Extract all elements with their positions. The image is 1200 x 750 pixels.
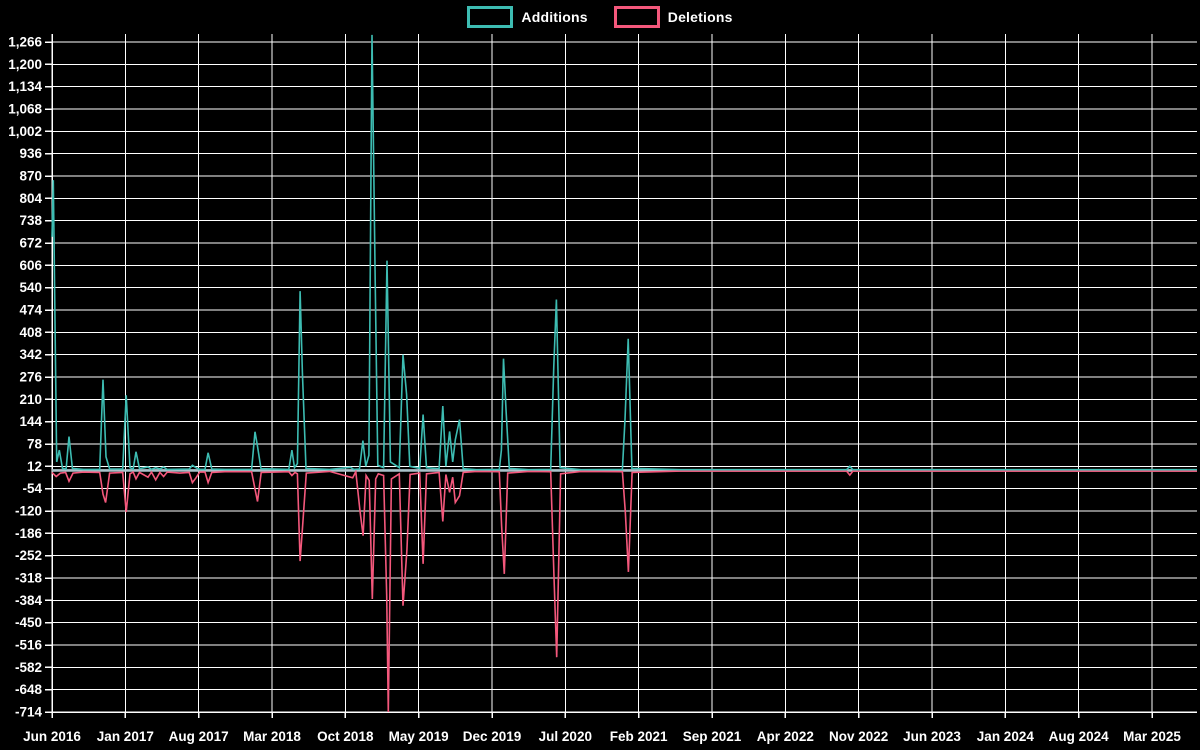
- y-tick-label: 12: [27, 459, 42, 474]
- y-tick-label: -120: [15, 504, 42, 519]
- additions-swatch-icon: [467, 6, 514, 28]
- x-tick-label: Sep 2021: [683, 729, 742, 744]
- x-tick-label: Mar 2018: [243, 729, 301, 744]
- x-tick-label: May 2019: [389, 729, 449, 744]
- y-tick-label: -582: [15, 660, 42, 675]
- legend-label-deletions: Deletions: [667, 9, 733, 25]
- y-tick-label: 540: [19, 280, 42, 295]
- y-tick-label: 474: [19, 303, 42, 318]
- legend-label-additions: Additions: [521, 9, 588, 25]
- deletions-line[interactable]: [51, 468, 1197, 713]
- x-tick-label: Jan 2024: [977, 729, 1035, 744]
- y-tick-label: -648: [15, 682, 43, 697]
- additions-line[interactable]: [51, 34, 1197, 471]
- y-tick-label: -516: [15, 638, 43, 653]
- y-tick-label: 1,134: [8, 79, 42, 94]
- y-tick-label: -54: [22, 481, 42, 496]
- y-tick-label: 1,266: [8, 35, 42, 50]
- y-tick-label: -714: [15, 705, 43, 720]
- x-tick-label: Jun 2016: [23, 729, 81, 744]
- x-tick-label: Apr 2022: [757, 729, 814, 744]
- y-tick-label: -450: [15, 615, 42, 630]
- legend: Additions Deletions: [0, 6, 1200, 28]
- y-tick-label: 672: [19, 236, 42, 251]
- y-tick-label: 1,068: [8, 102, 42, 117]
- deletions-swatch-icon: [613, 6, 660, 28]
- x-tick-label: Jan 2017: [97, 729, 154, 744]
- y-tick-label: 144: [19, 414, 42, 429]
- y-tick-label: 936: [19, 146, 42, 161]
- legend-item-additions[interactable]: Additions: [467, 6, 588, 28]
- x-tick-label: Aug 2024: [1049, 729, 1110, 744]
- y-tick-label: 78: [27, 437, 43, 452]
- x-tick-label: Jul 2020: [539, 729, 592, 744]
- y-tick-label: -318: [15, 571, 43, 586]
- y-tick-label: 606: [19, 258, 42, 273]
- y-tick-label: 408: [19, 325, 42, 340]
- x-tick-label: Dec 2019: [463, 729, 522, 744]
- x-tick-label: Aug 2017: [169, 729, 229, 744]
- y-tick-label: -384: [15, 593, 43, 608]
- y-tick-label: 276: [19, 370, 42, 385]
- y-tick-label: 1,002: [8, 124, 42, 139]
- y-tick-label: 1,200: [8, 57, 42, 72]
- y-tick-label: 738: [19, 213, 42, 228]
- y-tick-label: 804: [19, 191, 42, 206]
- legend-item-deletions[interactable]: Deletions: [613, 6, 733, 28]
- y-tick-label: -252: [15, 548, 42, 563]
- x-tick-label: Oct 2018: [317, 729, 374, 744]
- x-tick-label: Feb 2021: [610, 729, 668, 744]
- y-tick-label: 342: [19, 347, 42, 362]
- x-tick-label: Nov 2022: [829, 729, 888, 744]
- y-tick-label: -186: [15, 526, 43, 541]
- y-tick-label: 870: [19, 169, 42, 184]
- x-tick-label: Mar 2025: [1123, 729, 1181, 744]
- x-tick-label: Jun 2023: [903, 729, 961, 744]
- y-tick-label: 210: [19, 392, 42, 407]
